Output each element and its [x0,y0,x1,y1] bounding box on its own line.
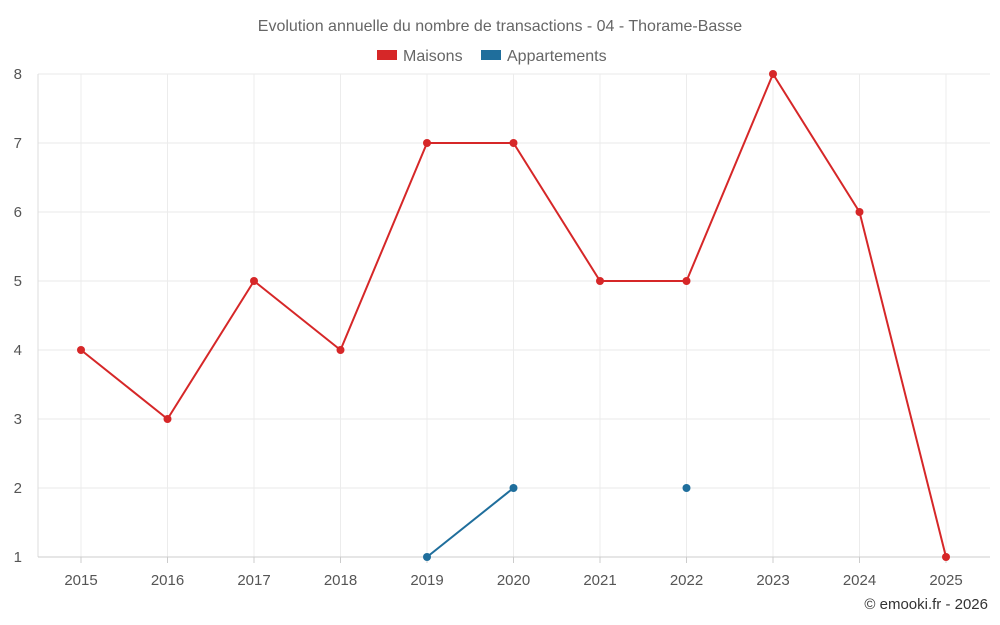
data-point-maisons[interactable] [769,70,777,78]
data-point-appartements[interactable] [682,484,691,492]
data-point-maisons[interactable] [596,277,604,285]
legend-label-maisons[interactable]: Maisons [403,48,463,65]
data-point-maisons[interactable] [250,277,258,285]
x-tick-label: 2023 [756,572,789,589]
legend: Maisons Appartements [377,48,607,65]
legend-swatch-appartements [481,50,501,60]
x-tick-label: 2024 [843,572,876,589]
series-line-appartements [426,487,515,558]
series-layer [77,70,950,561]
x-tick-label: 2020 [497,572,530,589]
x-tick-label: 2022 [670,572,703,589]
data-point-appartements[interactable] [509,484,518,492]
x-tick-label: 2018 [324,572,357,589]
data-point-maisons[interactable] [163,415,172,423]
data-point-maisons[interactable] [682,277,691,285]
y-tick-label: 5 [14,273,22,290]
data-point-appartements[interactable] [423,553,431,561]
data-point-maisons[interactable] [336,346,345,354]
x-tick-label: 2017 [237,572,270,589]
y-tick-label: 4 [14,342,22,359]
y-tick-label: 8 [14,66,22,83]
data-point-maisons[interactable] [855,208,864,216]
legend-swatch-maisons [377,50,397,60]
x-tick-label: 2015 [64,572,97,589]
y-tick-label: 7 [14,135,22,152]
chart-title: Evolution annuelle du nombre de transact… [258,18,743,35]
data-point-maisons[interactable] [423,139,431,147]
x-tick-label: 2021 [583,572,616,589]
y-tick-label: 6 [14,204,22,221]
data-point-maisons[interactable] [942,553,950,561]
y-tick-label: 1 [14,549,22,566]
y-tick-label: 2 [14,480,22,497]
y-tick-label: 3 [14,411,22,428]
legend-label-appartements[interactable]: Appartements [507,48,607,65]
axes: 1 2 3 4 5 6 7 8 2015 2016 2017 2018 2019 2020 2021 2022… [14,66,990,589]
data-point-maisons[interactable] [77,346,85,354]
x-tick-label: 2025 [929,572,962,589]
x-tick-label: 2016 [151,572,184,589]
x-tick-label: 2019 [410,572,443,589]
credit-text: © emooki.fr - 2026 [864,596,988,613]
data-point-maisons[interactable] [509,139,518,147]
